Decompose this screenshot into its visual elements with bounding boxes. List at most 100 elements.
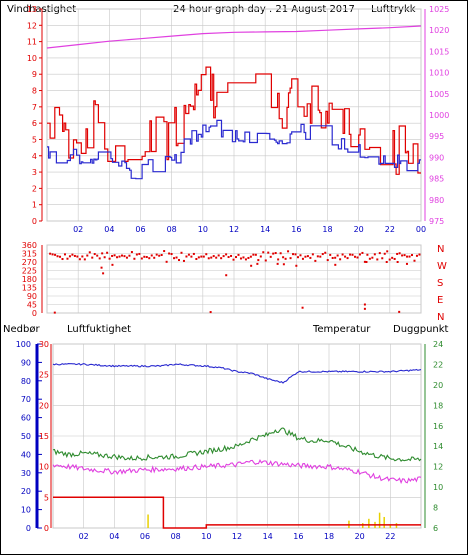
wind-x-tick: 22 (385, 225, 395, 234)
direction-y-tick: 360 (22, 241, 37, 250)
pressure-y-tick: 985 (429, 175, 444, 184)
direction-point (170, 253, 173, 256)
pressure-y-tick: 1000 (429, 111, 449, 120)
climate-x-tick: 04 (109, 532, 119, 541)
wind-x-tick: 18 (322, 225, 332, 234)
direction-letter-n-bottom: N (437, 312, 444, 323)
climate-series-3 (53, 496, 421, 529)
pressure-y-tick: 995 (429, 132, 444, 141)
direction-point (371, 256, 374, 259)
direction-point (292, 253, 295, 256)
direction-point (363, 260, 366, 263)
direction-point (282, 256, 285, 259)
direction-point (306, 255, 309, 258)
direction-point (366, 253, 369, 256)
humidity-y-tick: 10 (21, 506, 31, 515)
temperature-y-tick: 10 (433, 483, 443, 492)
direction-point (150, 254, 153, 257)
direction-point (368, 257, 371, 260)
climate-x-tick: 06 (140, 532, 150, 541)
direction-point (180, 251, 183, 254)
direction-point (344, 255, 347, 258)
climate-x-tick: 14 (263, 532, 273, 541)
direction-low-mark (301, 306, 304, 309)
precip-y-tick: 0 (44, 524, 49, 533)
direction-point (336, 254, 339, 257)
wind-x-tick: 16 (291, 225, 301, 234)
direction-y-tick: 45 (27, 301, 37, 310)
direction-point (356, 256, 359, 259)
direction-point (304, 255, 307, 258)
direction-point (81, 255, 84, 258)
direction-point (54, 253, 57, 256)
direction-point (163, 250, 166, 253)
climate-series-1 (52, 427, 422, 462)
direction-outlier (295, 264, 298, 267)
direction-point (173, 257, 176, 260)
direction-point (91, 256, 94, 259)
direction-y-tick: 315 (22, 250, 37, 259)
humidity-y-tick: 60 (21, 414, 31, 423)
temperature-y-tick: 22 (433, 360, 443, 369)
direction-point (220, 257, 223, 260)
direction-point (133, 257, 136, 260)
direction-point (138, 252, 141, 255)
direction-point (76, 255, 79, 258)
direction-point (66, 257, 69, 260)
direction-point (185, 255, 188, 258)
direction-point (200, 255, 203, 258)
direction-point (386, 250, 389, 253)
direction-outlier (385, 261, 388, 263)
direction-point (398, 252, 401, 255)
direction-point (125, 256, 128, 259)
direction-y-tick: 0 (32, 309, 37, 318)
direction-point (341, 253, 344, 256)
climate-x-tick: 08 (171, 532, 181, 541)
wind-y-tick: 6 (32, 119, 37, 128)
direction-point (334, 256, 337, 259)
direction-point (378, 252, 381, 255)
humidity-y-tick: 80 (21, 377, 31, 386)
direction-point (373, 253, 376, 256)
direction-point (68, 255, 71, 258)
climate-x-tick: 10 (201, 532, 211, 541)
direction-point (210, 256, 213, 259)
direction-outlier (102, 272, 105, 275)
climate-x-tick: 18 (324, 532, 334, 541)
direction-point (86, 254, 89, 257)
direction-point (192, 252, 195, 255)
direction-y-tick: 270 (22, 258, 37, 267)
direction-point (279, 252, 282, 255)
wind-x-tick: 00 (416, 225, 426, 234)
climate-x-tick: 02 (79, 532, 89, 541)
direction-outlier (396, 261, 399, 263)
direction-outlier (276, 262, 279, 265)
direction-point (230, 254, 233, 257)
direction-outlier (225, 274, 228, 277)
direction-point (326, 259, 329, 262)
pressure-y-tick: 1025 (429, 5, 449, 14)
direction-point (349, 253, 352, 256)
direction-point (143, 255, 146, 258)
climate-x-tick: 12 (232, 532, 242, 541)
direction-point (311, 253, 314, 256)
direction-point (128, 254, 131, 257)
climate-series-0 (52, 362, 422, 384)
direction-point (324, 251, 327, 254)
direction-point (331, 256, 334, 259)
direction-point (383, 252, 386, 255)
wind-y-tick: 7 (32, 103, 37, 112)
direction-point (381, 257, 384, 260)
wind-y-tick: 10 (27, 54, 37, 63)
direction-point (51, 253, 54, 256)
direction-point (244, 258, 247, 261)
direction-point (113, 254, 116, 257)
wind-y-tick: 13 (27, 5, 37, 14)
temperature-y-tick: 8 (433, 504, 438, 513)
direction-point (299, 254, 302, 257)
direction-point (207, 257, 210, 260)
wind-y-tick: 11 (27, 38, 37, 47)
temperature-y-tick: 6 (433, 524, 438, 533)
direction-point (49, 252, 52, 255)
direction-point (262, 251, 265, 254)
